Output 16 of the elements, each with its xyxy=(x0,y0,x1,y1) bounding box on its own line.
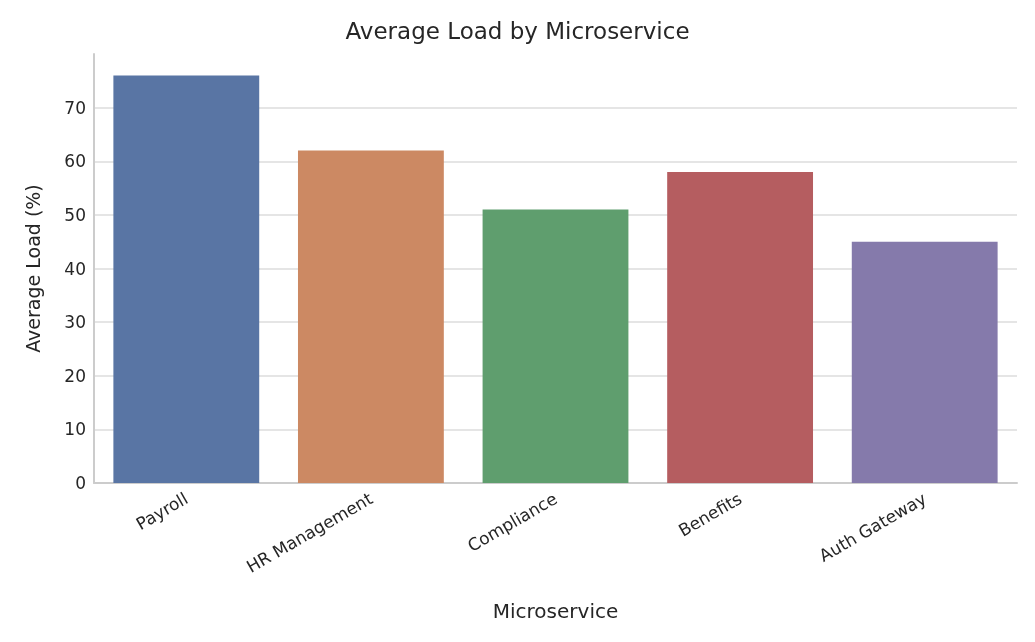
x-axis-title: Microservice xyxy=(492,599,619,623)
y-tick-label: 70 xyxy=(64,97,86,118)
y-tick-label: 10 xyxy=(64,419,86,440)
y-tick-label: 0 xyxy=(75,473,86,493)
y-axis-title: Average Load (%) xyxy=(21,184,44,353)
bar xyxy=(851,241,998,483)
y-tick-label: 60 xyxy=(64,151,86,172)
bar xyxy=(667,171,814,483)
y-tick-label: 40 xyxy=(64,258,86,279)
chart-title: Average Load by Microservice xyxy=(345,17,690,44)
y-tick-label: 30 xyxy=(64,312,86,333)
y-tick-label: 20 xyxy=(64,365,86,386)
bar xyxy=(297,150,444,483)
bar xyxy=(482,209,629,483)
bar xyxy=(113,75,260,483)
y-tick-label: 50 xyxy=(64,204,86,225)
